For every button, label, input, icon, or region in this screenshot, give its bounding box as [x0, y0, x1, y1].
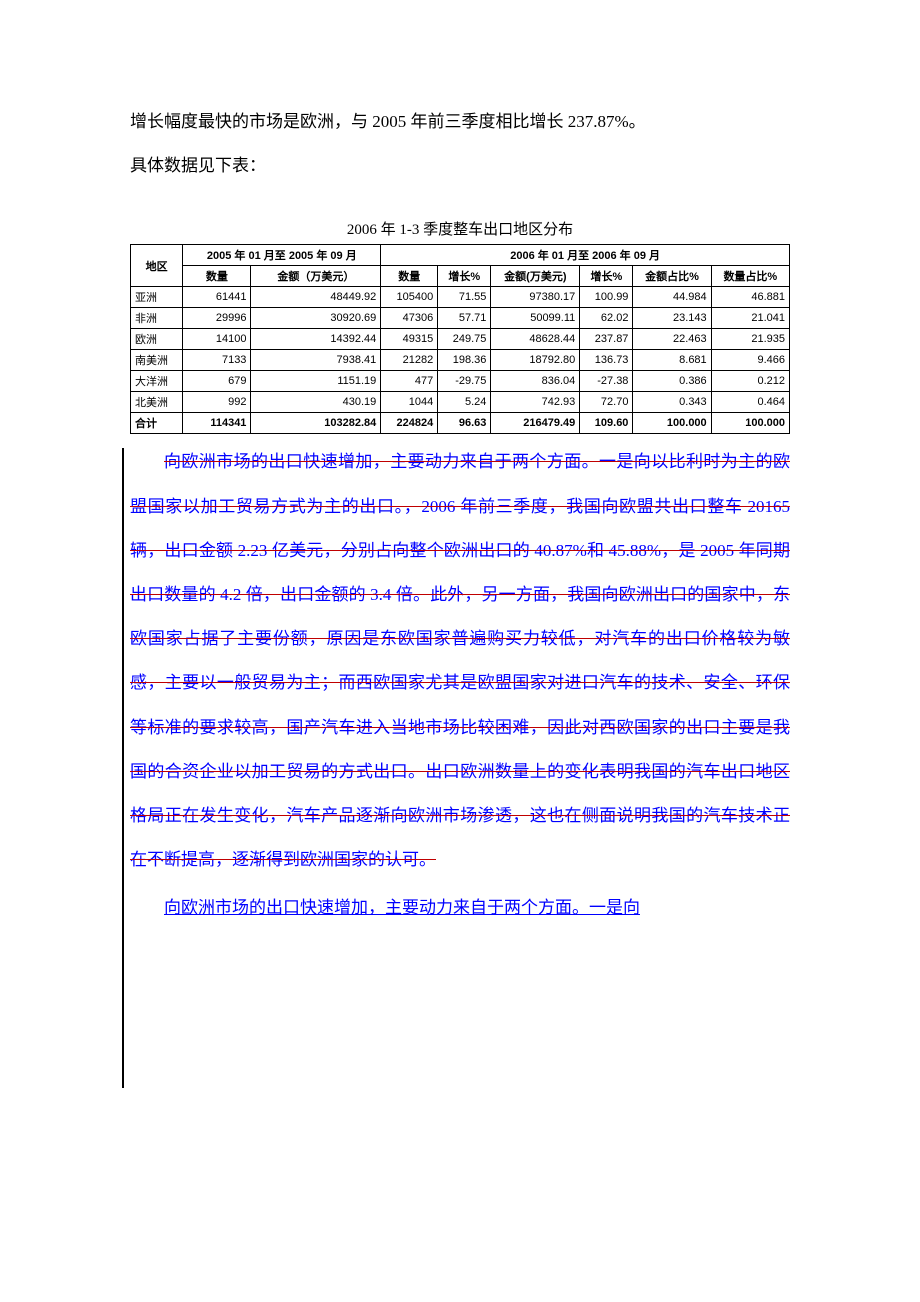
table-cell: 8.681 [633, 350, 711, 371]
table-cell: 1151.19 [251, 371, 381, 392]
table-row: 非洲2999630920.694730657.7150099.1162.0223… [131, 308, 790, 329]
table-cell: 14392.44 [251, 329, 381, 350]
table-cell: 742.93 [491, 392, 580, 413]
col-header-qty-2006: 数量 [381, 266, 438, 287]
table-cell: 97380.17 [491, 287, 580, 308]
table-cell: 23.143 [633, 308, 711, 329]
total-region: 合计 [131, 413, 183, 434]
table-row-total: 合计 114341 103282.84 224824 96.63 216479.… [131, 413, 790, 434]
table-title: 2006 年 1-3 季度整车出口地区分布 [130, 218, 790, 239]
intro-paragraph: 增长幅度最快的市场是欧洲，与 2005 年前三季度相比增长 237.87%。 具… [130, 100, 790, 188]
table-cell: 21.041 [711, 308, 789, 329]
total-g1: 96.63 [438, 413, 491, 434]
table-cell: 5.24 [438, 392, 491, 413]
table-cell: 430.19 [251, 392, 381, 413]
table-cell: 62.02 [580, 308, 633, 329]
table-cell: 29996 [183, 308, 251, 329]
table-cell: 71.55 [438, 287, 491, 308]
table-cell: -29.75 [438, 371, 491, 392]
table-cell: 49315 [381, 329, 438, 350]
col-header-amount-2006: 金额(万美元) [491, 266, 580, 287]
col-header-region: 地区 [131, 245, 183, 287]
table-cell: 0.464 [711, 392, 789, 413]
table-cell: 大洋洲 [131, 371, 183, 392]
table-cell: 136.73 [580, 350, 633, 371]
table-cell: 0.343 [633, 392, 711, 413]
table-header-row-2: 数量 金额（万美元） 数量 增长% 金额(万美元) 增长% 金额占比% 数量占比… [131, 266, 790, 287]
table-row: 欧洲1410014392.4449315249.7548628.44237.87… [131, 329, 790, 350]
table-cell: 48628.44 [491, 329, 580, 350]
table-cell: 21.935 [711, 329, 789, 350]
table-row: 亚洲6144148449.9210540071.5597380.17100.99… [131, 287, 790, 308]
table-cell: 非洲 [131, 308, 183, 329]
table-cell: 7133 [183, 350, 251, 371]
inserted-line: 向欧洲市场的出口快速增加，主要动力来自于两个方面。一是向 [130, 886, 790, 930]
table-cell: -27.38 [580, 371, 633, 392]
table-cell: 0.386 [633, 371, 711, 392]
col-header-growth-qty: 增长% [438, 266, 491, 287]
table-header-row-1: 地区 2005 年 01 月至 2005 年 09 月 2006 年 01 月至… [131, 245, 790, 266]
table-cell: 18792.80 [491, 350, 580, 371]
table-cell: 477 [381, 371, 438, 392]
table-cell: 198.36 [438, 350, 491, 371]
table-row: 北美洲992430.1910445.24742.9372.700.3430.46… [131, 392, 790, 413]
col-header-period-2005: 2005 年 01 月至 2005 年 09 月 [183, 245, 381, 266]
table-cell: 0.212 [711, 371, 789, 392]
table-cell: 北美洲 [131, 392, 183, 413]
table-cell: 72.70 [580, 392, 633, 413]
col-header-period-2006: 2006 年 01 月至 2006 年 09 月 [381, 245, 790, 266]
table-cell: 249.75 [438, 329, 491, 350]
table-row: 大洋洲6791151.19477-29.75836.04-27.380.3860… [131, 371, 790, 392]
table-cell: 46.881 [711, 287, 789, 308]
table-cell: 105400 [381, 287, 438, 308]
table-cell: 48449.92 [251, 287, 381, 308]
table-cell: 1044 [381, 392, 438, 413]
total-qs: 100.000 [711, 413, 789, 434]
table-row: 南美洲71337938.4121282198.3618792.80136.738… [131, 350, 790, 371]
table-cell: 237.87 [580, 329, 633, 350]
table-cell: 836.04 [491, 371, 580, 392]
intro-line-1: 增长幅度最快的市场是欧洲，与 2005 年前三季度相比增长 237.87%。 [130, 112, 646, 131]
revision-mark-bar [122, 448, 124, 1088]
table-cell: 22.463 [633, 329, 711, 350]
table-cell: 21282 [381, 350, 438, 371]
col-header-qty-share: 数量占比% [711, 266, 789, 287]
intro-line-2: 具体数据见下表： [130, 156, 266, 175]
table-cell: 44.984 [633, 287, 711, 308]
total-q1: 114341 [183, 413, 251, 434]
col-header-amount-share: 金额占比% [633, 266, 711, 287]
col-header-growth-amount: 增长% [580, 266, 633, 287]
table-cell: 50099.11 [491, 308, 580, 329]
col-header-amount-2005: 金额（万美元） [251, 266, 381, 287]
table-cell: 57.71 [438, 308, 491, 329]
total-a1: 103282.84 [251, 413, 381, 434]
deleted-paragraph: 向欧洲市场的出口快速增加，主要动力来自于两个方面。一是向以比利时为主的欧盟国家以… [130, 440, 790, 882]
table-cell: 14100 [183, 329, 251, 350]
table-cell: 679 [183, 371, 251, 392]
table-cell: 61441 [183, 287, 251, 308]
table-cell: 7938.41 [251, 350, 381, 371]
table-cell: 亚洲 [131, 287, 183, 308]
deleted-text: 向欧洲市场的出口快速增加，主要动力来自于两个方面。一是向以比利时为主的欧盟国家以… [130, 452, 790, 869]
table-cell: 30920.69 [251, 308, 381, 329]
export-distribution-table: 地区 2005 年 01 月至 2005 年 09 月 2006 年 01 月至… [130, 244, 790, 434]
table-cell: 南美洲 [131, 350, 183, 371]
total-q2: 224824 [381, 413, 438, 434]
table-cell: 992 [183, 392, 251, 413]
total-g2: 109.60 [580, 413, 633, 434]
table-cell: 9.466 [711, 350, 789, 371]
table-cell: 100.99 [580, 287, 633, 308]
total-as: 100.000 [633, 413, 711, 434]
table-cell: 欧洲 [131, 329, 183, 350]
col-header-qty-2005: 数量 [183, 266, 251, 287]
table-cell: 47306 [381, 308, 438, 329]
total-a2: 216479.49 [491, 413, 580, 434]
